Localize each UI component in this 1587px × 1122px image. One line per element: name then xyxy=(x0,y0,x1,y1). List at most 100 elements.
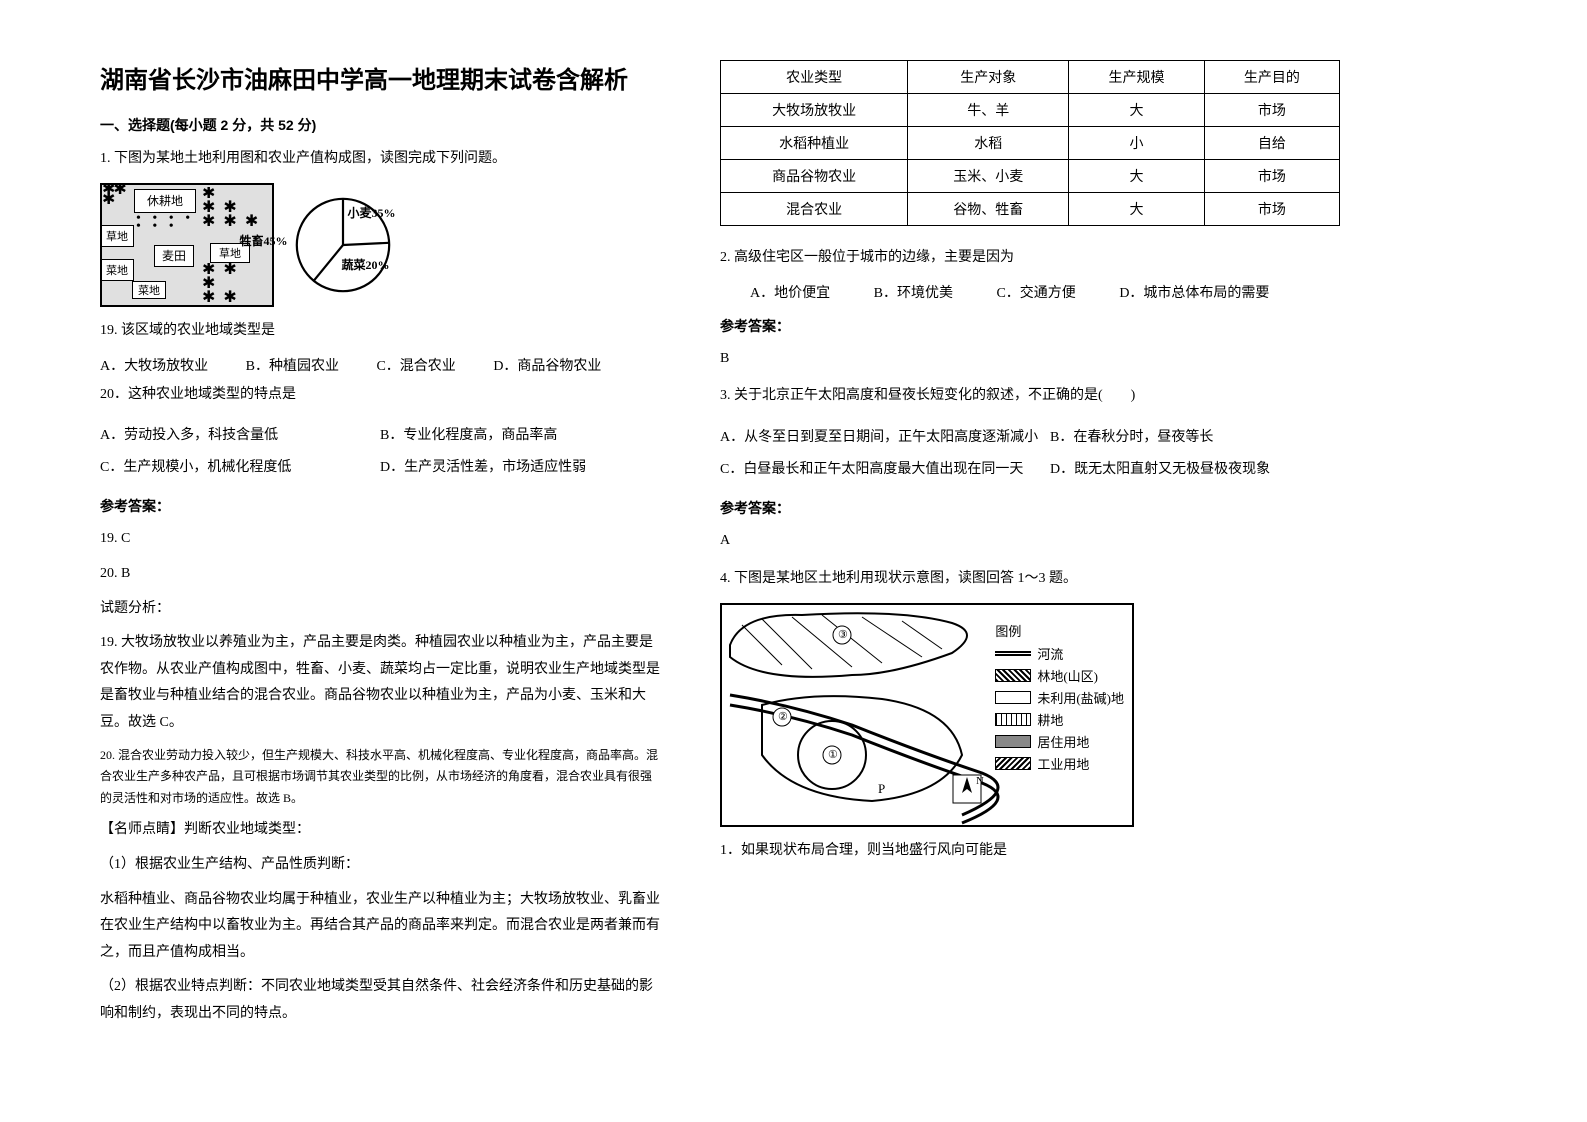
table-row: 大牧场放牧业 牛、羊 大 市场 xyxy=(721,94,1340,127)
ans-20: 20. B xyxy=(100,561,660,588)
tile-vegetable: 菜地 xyxy=(100,259,134,281)
td: 大牧场放牧业 xyxy=(721,94,908,127)
td: 水稻 xyxy=(908,127,1069,160)
q19: 19. 该区域的农业地域类型是 xyxy=(100,319,660,343)
map-label-1: ① xyxy=(828,748,838,761)
table-row: 商品谷物农业 玉米、小麦 大 市场 xyxy=(721,160,1340,193)
tip-header: 【名师点睛】判断农业地域类型： xyxy=(100,817,660,844)
q20-opts: A．劳动投入多，科技含量低 B．专业化程度高，商品率高 C．生产规模小，机械化程… xyxy=(100,418,660,482)
q4-intro: 4. 下图是某地区土地利用现状示意图，读图回答 1～3 题。 xyxy=(720,567,1380,591)
pie-chart: 牲畜45% 小麦35% 蔬菜20% xyxy=(288,190,398,300)
opt: D．既无太阳直射又无极昼极夜现象 xyxy=(1050,458,1380,478)
tip-1: （1）根据农业生产结构、产品性质判断： xyxy=(100,852,660,879)
tile-fallow: 休耕地 xyxy=(134,189,196,213)
ans-19: 19. C xyxy=(100,526,660,553)
legend-swatch-farmland xyxy=(995,713,1031,726)
q3: 3. 关于北京正午太阳高度和昼夜长短变化的叙述，不正确的是( ) xyxy=(720,384,1380,408)
q1-intro: 1. 下图为某地土地利用图和农业产值构成图，读图完成下列问题。 xyxy=(100,147,660,171)
legend-swatch-river xyxy=(995,651,1031,656)
opt: B．在春秋分时，昼夜等长 xyxy=(1050,426,1380,446)
map-label-2: ② xyxy=(778,710,788,723)
legend-swatch-industrial xyxy=(995,757,1031,770)
opt: A．地价便宜 xyxy=(750,282,830,302)
opt: D．商品谷物农业 xyxy=(493,355,601,375)
answer-header: 参考答案： xyxy=(720,498,1380,518)
tile-wheat: 麦田 xyxy=(154,245,194,267)
td: 大 xyxy=(1069,94,1204,127)
opt: C．混合农业 xyxy=(376,355,455,375)
hatch: ✱✱ ✱ xyxy=(102,185,132,225)
tip-2: （2）根据农业特点判断：不同农业地域类型受其自然条件、社会经济条件和历史基础的影… xyxy=(100,974,660,1027)
hatch: • • • •• • • xyxy=(136,215,196,243)
legend-swatch-residential xyxy=(995,735,1031,748)
opt: B．环境优美 xyxy=(874,282,953,302)
td: 市场 xyxy=(1204,160,1339,193)
q2-opts: A．地价便宜 B．环境优美 C．交通方便 D．城市总体布局的需要 xyxy=(720,282,1380,302)
map-label-N: N xyxy=(976,775,984,787)
th: 生产对象 xyxy=(908,61,1069,94)
map-label-P: P xyxy=(878,781,885,797)
tile-grassland: 草地 xyxy=(100,225,134,247)
td: 大 xyxy=(1069,193,1204,226)
pie-label-wheat: 小麦35% xyxy=(348,204,396,221)
td: 市场 xyxy=(1204,193,1339,226)
legend-label: 工业用地 xyxy=(1037,754,1089,773)
map-label-3: ③ xyxy=(838,628,848,641)
doc-title: 湖南省长沙市油麻田中学高一地理期末试卷含解析 xyxy=(100,60,660,95)
tile-veg2: 菜地 xyxy=(132,281,166,299)
hatch: ✱ ✱✱✱ ✱ xyxy=(202,263,272,307)
opt: C．交通方便 xyxy=(996,282,1075,302)
figure-row: 休耕地 草地 菜地 麦田 草地 菜地 ✱✱ ✱ ✱✱ ✱✱ ✱ ✱ ✱ ✱✱✱ … xyxy=(100,183,660,307)
opt: A．劳动投入多，科技含量低 xyxy=(100,424,380,444)
agri-table: 农业类型 生产对象 生产规模 生产目的 大牧场放牧业 牛、羊 大 市场 水稻种植… xyxy=(720,60,1340,226)
legend-label: 河流 xyxy=(1037,644,1063,663)
section-header: 一、选择题(每小题 2 分，共 52 分) xyxy=(100,115,660,135)
q3-opts: A．从冬至日到夏至日期间，正午太阳高度逐渐减小 B．在春秋分时，昼夜等长 C．白… xyxy=(720,420,1380,484)
legend-label: 林地(山区) xyxy=(1037,666,1098,685)
analysis-20: 20. 混合农业劳动力投入较少，但生产规模大、科技水平高、机械化程度高、专业化程… xyxy=(100,745,660,810)
q2-ans: B xyxy=(720,346,1380,373)
opt: A．从冬至日到夏至日期间，正午太阳高度逐渐减小 xyxy=(720,426,1050,446)
th: 生产规模 xyxy=(1069,61,1204,94)
td: 商品谷物农业 xyxy=(721,160,908,193)
opt: A．大牧场放牧业 xyxy=(100,355,208,375)
opt: D．生产灵活性差，市场适应性弱 xyxy=(380,456,660,476)
answer-header: 参考答案： xyxy=(100,496,660,516)
land-use-map: ③ ② ① P N 图例 河流 林地(山区) 未利用(盐碱)地 耕地 居住用地 … xyxy=(720,603,1134,827)
th: 生产目的 xyxy=(1204,61,1339,94)
opt: C．白昼最长和正午太阳高度最大值出现在同一天 xyxy=(720,458,1050,478)
td: 市场 xyxy=(1204,94,1339,127)
map-legend: 图例 河流 林地(山区) 未利用(盐碱)地 耕地 居住用地 工业用地 xyxy=(995,621,1124,776)
q19-opts: A．大牧场放牧业 B．种植园农业 C．混合农业 D．商品谷物农业 xyxy=(100,355,660,375)
legend-label: 居住用地 xyxy=(1037,732,1089,751)
pie-label-veg: 蔬菜20% xyxy=(342,256,390,273)
analysis-19: 19. 大牧场放牧业以养殖业为主，产品主要是肉类。种植园农业以种植业为主，产品主… xyxy=(100,630,660,736)
td: 谷物、牲畜 xyxy=(908,193,1069,226)
opt: B．专业化程度高，商品率高 xyxy=(380,424,660,444)
legend-title: 图例 xyxy=(995,621,1124,640)
td: 大 xyxy=(1069,160,1204,193)
q3-ans: A xyxy=(720,528,1380,555)
analysis-header: 试题分析： xyxy=(100,596,660,623)
td: 牛、羊 xyxy=(908,94,1069,127)
td: 水稻种植业 xyxy=(721,127,908,160)
opt: C．生产规模小，机械化程度低 xyxy=(100,456,380,476)
th: 农业类型 xyxy=(721,61,908,94)
opt: D．城市总体布局的需要 xyxy=(1119,282,1269,302)
td: 玉米、小麦 xyxy=(908,160,1069,193)
q20: 20．这种农业地域类型的特点是 xyxy=(100,383,660,407)
tip-1-body: 水稻种植业、商品谷物农业均属于种植业，农业生产以种植业为主；大牧场放牧业、乳畜业… xyxy=(100,887,660,967)
legend-label: 未利用(盐碱)地 xyxy=(1037,688,1124,707)
legend-label: 耕地 xyxy=(1037,710,1063,729)
td: 混合农业 xyxy=(721,193,908,226)
pie-label-livestock: 牲畜45% xyxy=(240,232,288,249)
q4-1: 1．如果现状布局合理，则当地盛行风向可能是 xyxy=(720,839,1380,863)
table-row: 水稻种植业 水稻 小 自给 xyxy=(721,127,1340,160)
td: 自给 xyxy=(1204,127,1339,160)
legend-swatch-forest xyxy=(995,669,1031,682)
table-row: 混合农业 谷物、牲畜 大 市场 xyxy=(721,193,1340,226)
answer-header: 参考答案： xyxy=(720,316,1380,336)
opt: B．种植园农业 xyxy=(246,355,339,375)
td: 小 xyxy=(1069,127,1204,160)
q2: 2. 高级住宅区一般位于城市的边缘，主要是因为 xyxy=(720,246,1380,270)
